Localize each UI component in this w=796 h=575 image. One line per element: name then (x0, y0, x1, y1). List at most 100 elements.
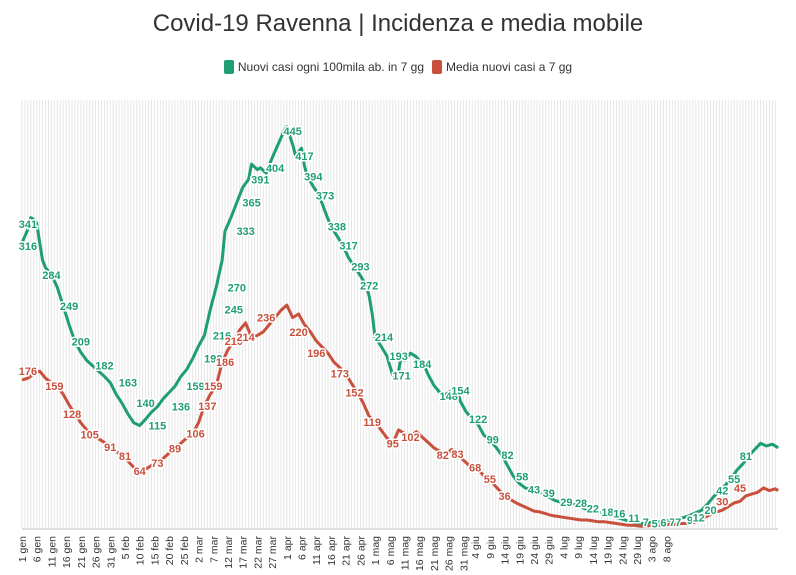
x-tick-label: 19 giu (514, 536, 526, 565)
x-tick-label: 3 ago (647, 536, 659, 562)
data-label-incidenza: 270 (228, 282, 246, 294)
data-label-incidenza: 81 (740, 451, 752, 463)
data-label-incidenza: 7 (643, 517, 649, 529)
x-tick-label: 12 mar (223, 536, 235, 569)
x-tick-label: 21 mag (429, 536, 441, 571)
data-label-incidenza: 7 (669, 517, 675, 529)
x-tick-label: 16 apr (326, 536, 338, 566)
data-label-media: 152 (345, 387, 363, 399)
data-label-incidenza: 18 (601, 507, 613, 519)
data-label-incidenza: 22 (587, 503, 599, 515)
x-tick-label: 6 apr (297, 536, 309, 560)
data-label-incidenza: 11 (628, 513, 640, 525)
data-label-incidenza: 16 (613, 509, 625, 521)
x-tick-label: 16 gen (61, 536, 73, 568)
chart-legend: Nuovi casi ogni 100mila ab. in 7 gg Medi… (0, 60, 796, 74)
x-tick-label: 1 gen (17, 536, 29, 562)
x-tick-label: 19 lug (603, 536, 615, 565)
grid-layer (21, 100, 776, 528)
data-label-media: 106 (186, 428, 204, 440)
data-label-incidenza: 404 (266, 163, 285, 175)
legend-swatch-incidenza (223, 60, 234, 74)
x-axis: 1 gen 6 gen 11 gen 16 gen 21 gen 26 gen 31 gen… (17, 528, 778, 571)
x-tick-label: 11 mag (400, 536, 412, 570)
x-tick-label: 31 mag (458, 536, 470, 571)
data-label-media: 95 (387, 438, 399, 450)
x-tick-label: 22 mar (252, 536, 264, 569)
data-label-incidenza: 29 (560, 497, 572, 509)
legend-item-media[interactable]: Media nuovi casi a 7 gg (432, 60, 572, 74)
data-label-incidenza: 316 (19, 241, 37, 253)
x-tick-label: 16 mag (414, 536, 426, 571)
data-label-media: 119 (363, 417, 381, 429)
x-tick-label: 1 mag (370, 536, 382, 565)
data-label-media: 73 (151, 458, 163, 470)
x-tick-label: 26 mag (444, 536, 456, 571)
x-tick-label: 9 lug (573, 536, 585, 559)
data-label-media: 45 (734, 483, 746, 495)
data-label-incidenza: 122 (469, 414, 487, 426)
data-label-media: 91 (104, 442, 116, 454)
x-tick-label: 7 mar (208, 536, 220, 563)
legend-item-incidenza[interactable]: Nuovi casi ogni 100mila ab. in 7 gg (223, 60, 425, 74)
x-tick-label: 1 apr (282, 536, 294, 560)
data-label-media: 81 (119, 451, 131, 463)
data-label-media: 83 (451, 449, 463, 461)
x-tick-label: 5 feb (120, 536, 132, 560)
x-tick-label: 29 lug (632, 536, 644, 565)
data-label-incidenza: 39 (543, 488, 555, 500)
data-label-media: 176 (19, 366, 37, 378)
data-label-media: 220 (289, 327, 307, 339)
label-layer: 3413162842492091821631401151361591902162… (17, 125, 753, 532)
x-tick-label: 2 mar (194, 536, 206, 563)
data-label-media: 186 (216, 357, 234, 369)
series-line-media (21, 303, 779, 528)
data-label-incidenza: 43 (528, 485, 540, 497)
x-tick-label: 15 feb (149, 536, 161, 565)
data-label-incidenza: 190 (204, 354, 222, 366)
data-label-incidenza: 159 (186, 381, 204, 393)
data-label-incidenza: 182 (95, 361, 113, 373)
chart-title: Covid-19 Ravenna | Incidenza e media mob… (152, 10, 644, 37)
data-label-incidenza: 193 (389, 351, 407, 363)
x-tick-label: 29 giu (544, 536, 556, 565)
data-label-incidenza: 293 (351, 262, 369, 274)
data-label-incidenza: 99 (487, 435, 499, 447)
x-tick-label: 6 mag (385, 536, 397, 565)
data-label-incidenza: 365 (242, 198, 260, 210)
data-label-incidenza: 12 (693, 512, 705, 524)
data-label-incidenza: 445 (284, 126, 302, 138)
data-label-incidenza: 184 (413, 359, 432, 371)
x-tick-label: 9 giu (485, 536, 497, 559)
x-tick-label: 20 feb (164, 536, 176, 565)
x-tick-label: 26 gen (91, 536, 103, 568)
data-label-incidenza: 136 (172, 402, 190, 414)
data-label-incidenza: 5 (652, 519, 658, 531)
data-label-media: 128 (63, 409, 81, 421)
data-label-incidenza: 58 (516, 471, 528, 483)
data-label-incidenza: 373 (316, 190, 334, 202)
data-label-incidenza: 216 (213, 330, 231, 342)
data-label-incidenza: 284 (42, 270, 61, 282)
legend-label-incidenza: Nuovi casi ogni 100mila ab. in 7 gg (237, 60, 425, 74)
x-tick-label: 11 gen (46, 536, 58, 567)
x-tick-label: 31 gen (105, 536, 117, 568)
data-label-media: 89 (169, 444, 181, 456)
data-label-media: 159 (45, 381, 63, 393)
data-label-media: 68 (469, 462, 481, 474)
data-label-media: 64 (134, 466, 147, 478)
x-tick-label: 8 ago (661, 536, 673, 562)
data-label-incidenza: 82 (501, 450, 513, 462)
data-label-incidenza: 20 (704, 505, 716, 517)
x-tick-label: 14 lug (588, 536, 600, 565)
data-label-incidenza: 154 (451, 386, 470, 398)
x-tick-label: 17 mar (238, 536, 250, 569)
data-label-media: 159 (204, 381, 222, 393)
data-label-incidenza: 394 (304, 172, 323, 184)
data-label-incidenza: 115 (148, 420, 166, 432)
x-tick-label: 14 giu (500, 536, 512, 565)
x-tick-label: 21 gen (76, 536, 88, 568)
data-label-incidenza: 6 (660, 518, 666, 530)
data-label-incidenza: 28 (575, 498, 587, 510)
x-tick-label: 4 lug (558, 536, 570, 559)
